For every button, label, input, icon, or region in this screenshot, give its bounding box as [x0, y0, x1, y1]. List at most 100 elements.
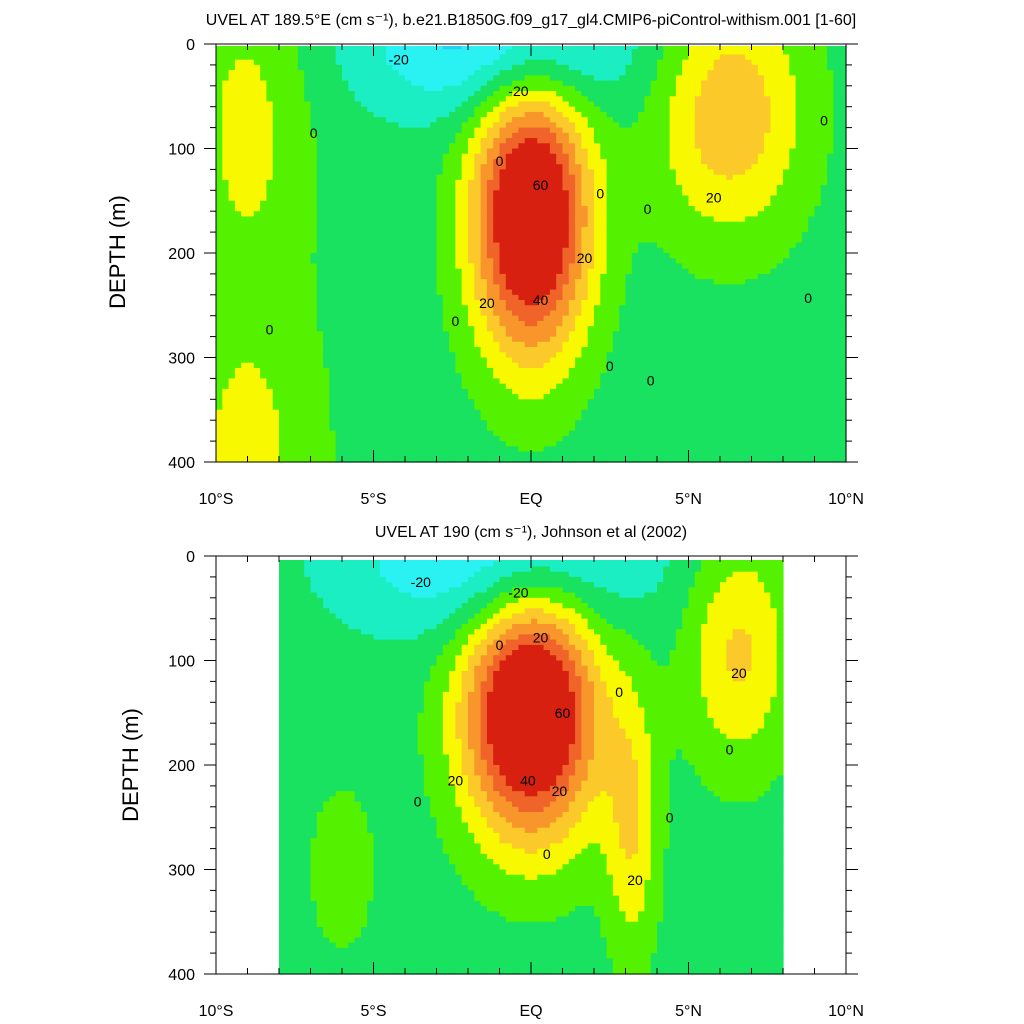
contour-cell — [417, 179, 425, 186]
contour-cell — [266, 185, 274, 191]
contour-cell — [291, 143, 299, 150]
contour-cell — [505, 446, 513, 453]
contour-cell — [575, 232, 582, 238]
contour-cell — [600, 46, 608, 50]
contour-cell — [505, 158, 513, 165]
contour-cell — [316, 446, 324, 453]
contour-cell — [386, 294, 393, 301]
contour-cell — [537, 378, 545, 385]
contour-cell — [234, 258, 242, 265]
contour-cell — [260, 383, 267, 390]
contour-cell — [430, 399, 438, 406]
contour-cell — [543, 279, 551, 285]
contour-cell — [417, 185, 425, 191]
contour-cell — [461, 357, 469, 364]
contour-cell — [512, 373, 519, 380]
contour-cell — [442, 75, 450, 82]
contour-cell — [266, 378, 274, 385]
contour-cell — [266, 446, 274, 453]
contour-cell — [455, 258, 463, 265]
contour-cell — [568, 341, 576, 348]
contour-cell — [493, 352, 501, 359]
contour-cell — [228, 294, 236, 301]
contour-cell — [430, 138, 438, 144]
contour-cell — [474, 279, 482, 285]
contour-cell — [379, 315, 387, 322]
contour-cell — [405, 284, 412, 291]
contour-cell — [316, 352, 324, 359]
contour-cell — [329, 185, 337, 191]
contour-cell — [379, 49, 387, 56]
contour-cell — [234, 127, 242, 134]
contour-cell — [600, 294, 608, 301]
contour-cell — [392, 414, 400, 421]
contour-cell — [253, 263, 261, 270]
contour-cell — [486, 111, 494, 118]
contour-cell — [442, 420, 450, 427]
contour-cell — [285, 91, 293, 97]
contour-cell — [468, 158, 475, 165]
contour-cell — [543, 200, 551, 207]
contour-cell — [234, 273, 242, 280]
contour-cell — [606, 143, 614, 150]
contour-cell — [323, 190, 330, 197]
contour-cell — [468, 326, 475, 332]
contour-cell — [430, 404, 438, 411]
contour-cell — [392, 352, 400, 359]
contour-cell — [316, 310, 324, 317]
contour-cell — [486, 300, 494, 306]
contour-cell — [316, 153, 324, 160]
contour-cell — [531, 336, 538, 343]
contour-cell — [600, 456, 608, 463]
contour-cell — [562, 263, 570, 270]
contour-cell — [417, 169, 425, 176]
contour-cell — [524, 46, 532, 50]
contour-cell — [405, 347, 412, 353]
contour-cell — [266, 205, 274, 212]
contour-cell — [512, 211, 519, 218]
contour-cell — [549, 378, 557, 385]
contour-cell — [304, 143, 312, 150]
contour-cell — [310, 409, 318, 416]
contour-cell — [260, 347, 267, 353]
contour-cell — [606, 54, 614, 61]
contour-cell — [461, 211, 469, 218]
contour-cell — [537, 284, 545, 291]
contour-cell — [505, 138, 513, 144]
contour-cell — [587, 279, 595, 285]
contour-cell — [228, 268, 236, 275]
contour-cell — [386, 258, 393, 265]
contour-cell — [423, 294, 431, 301]
contour-cell — [253, 273, 261, 280]
contour-cell — [260, 284, 267, 291]
contour-cell — [549, 279, 557, 285]
contour-cell — [228, 164, 236, 170]
contour-cell — [455, 111, 463, 118]
contour-cell — [272, 138, 280, 144]
contour-cell — [499, 190, 507, 197]
contour-cell — [486, 331, 494, 338]
contour-cell — [606, 216, 614, 223]
contour-cell — [392, 96, 400, 103]
contour-cell — [600, 205, 608, 212]
contour-cell — [323, 310, 330, 317]
contour-cell — [461, 138, 469, 144]
contour-cell — [398, 132, 406, 139]
contour-cell — [468, 148, 475, 155]
contour-cell — [442, 331, 450, 338]
contour-cell — [512, 388, 519, 395]
contour-cell — [556, 158, 564, 165]
contour-cell — [562, 169, 570, 176]
contour-cell — [537, 200, 545, 207]
contour-cell — [480, 373, 488, 380]
contour-cell — [348, 315, 356, 322]
contour-cell — [512, 158, 519, 165]
contour-cell — [486, 153, 494, 160]
contour-cell — [531, 315, 538, 322]
contour-cell — [411, 200, 419, 207]
contour-cell — [398, 446, 406, 453]
contour-cell — [304, 232, 312, 238]
contour-cell — [449, 59, 456, 66]
contour-cell — [323, 435, 330, 442]
contour-cell — [405, 237, 412, 244]
